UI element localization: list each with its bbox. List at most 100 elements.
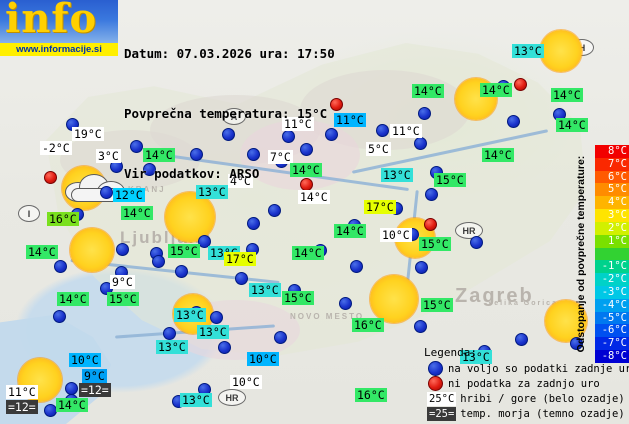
station-temperature-label: 14°C bbox=[551, 88, 583, 102]
scale-cell: -2°C bbox=[595, 273, 629, 286]
station-dot-no-data[interactable] bbox=[424, 218, 437, 231]
station-temperature-label: 15°C bbox=[282, 291, 314, 305]
station-temperature-label: 5°C bbox=[366, 142, 391, 156]
logo-url: www.informacije.si bbox=[0, 43, 118, 56]
station-temperature-label: 13°C bbox=[381, 168, 413, 182]
station-temperature-label: 9°C bbox=[82, 369, 107, 383]
station-temperature-label: 14°C bbox=[290, 163, 322, 177]
legend-row-text: ni podatka za zadnjo uro bbox=[448, 377, 600, 390]
station-dot-no-data[interactable] bbox=[514, 78, 527, 91]
station-dot-available[interactable] bbox=[300, 143, 313, 156]
station-dot-available[interactable] bbox=[247, 217, 260, 230]
legend-row: na voljo so podatki zadnje ure bbox=[424, 361, 629, 376]
scale-cell: 6°C bbox=[595, 170, 629, 184]
station-dot-available[interactable] bbox=[190, 148, 203, 161]
station-temperature-label: 14°C bbox=[56, 398, 88, 412]
station-dot-available[interactable] bbox=[218, 341, 231, 354]
scale-bar: 8°C 7°C 6°C 5°C 4°C 3°C 2°C 1°C -1°C -2°C -3°C -4°C… bbox=[595, 145, 629, 363]
station-temperature-label: 14°C bbox=[482, 148, 514, 162]
legend-row-text: temp. morja (temno ozadje) bbox=[460, 407, 625, 420]
station-temperature-label: 10°C bbox=[380, 228, 412, 242]
station-dot-available[interactable] bbox=[268, 204, 281, 217]
station-dot-available[interactable] bbox=[325, 128, 338, 141]
station-dot-available[interactable] bbox=[350, 260, 363, 273]
station-dot-available[interactable] bbox=[116, 243, 129, 256]
sun-icon bbox=[370, 275, 418, 323]
station-dot-available[interactable] bbox=[235, 272, 248, 285]
legend: Legenda: na voljo so podatki zadnje ure n… bbox=[424, 346, 629, 421]
station-dot-available[interactable] bbox=[54, 260, 67, 273]
station-dot-available[interactable] bbox=[152, 255, 165, 268]
station-dot-available[interactable] bbox=[274, 331, 287, 344]
station-dot-available[interactable] bbox=[53, 310, 66, 323]
station-dot-available[interactable] bbox=[470, 236, 483, 249]
station-temperature-label: 13°C bbox=[249, 283, 281, 297]
station-dot-available[interactable] bbox=[100, 186, 113, 199]
station-dot-available[interactable] bbox=[143, 163, 156, 176]
scale-cell: -6°C bbox=[595, 324, 629, 338]
station-dot-available[interactable] bbox=[198, 235, 211, 248]
station-temperature-label: 16°C bbox=[352, 318, 384, 332]
temperature-deviation-scale: Odstopanje od povprečne temperature: 8°C… bbox=[575, 145, 629, 363]
station-temperature-label: 14°C bbox=[480, 83, 512, 97]
header-data-source: Vir podatkov: ARSO bbox=[124, 166, 260, 181]
station-dot-available[interactable] bbox=[222, 128, 235, 141]
station-temperature-label: 13°C bbox=[180, 393, 212, 407]
scale-title: Odstopanje od povprečne temperature: bbox=[575, 155, 587, 353]
scale-cell: 7°C bbox=[595, 157, 629, 171]
site-logo[interactable]: info www.informacije.si bbox=[0, 0, 118, 56]
station-dot-available[interactable] bbox=[247, 148, 260, 161]
sun-icon bbox=[540, 30, 582, 72]
station-temperature-label: 15°C bbox=[419, 237, 451, 251]
station-dot-available[interactable] bbox=[339, 297, 352, 310]
station-dot-available[interactable] bbox=[415, 261, 428, 274]
station-dot-available[interactable] bbox=[425, 188, 438, 201]
station-dot-no-data[interactable] bbox=[330, 98, 343, 111]
scale-cell: 3°C bbox=[595, 209, 629, 222]
legend-row: ni podatka za zadnjo uro bbox=[424, 376, 620, 391]
legend-row: 25°C hribi / gore (belo ozadje) bbox=[424, 391, 625, 406]
station-dot-available[interactable] bbox=[418, 107, 431, 120]
station-temperature-label: 3°C bbox=[96, 149, 121, 163]
station-temperature-label: 13°C bbox=[156, 340, 188, 354]
station-dot-available[interactable] bbox=[210, 311, 223, 324]
station-temperature-label: 14°C bbox=[143, 148, 175, 162]
station-temperature-label: 10°C bbox=[230, 375, 262, 389]
station-temperature-label: 16°C bbox=[47, 212, 79, 226]
station-temperature-label: 13°C bbox=[174, 308, 206, 322]
scale-cell: -4°C bbox=[595, 298, 629, 312]
station-dot-available[interactable] bbox=[163, 327, 176, 340]
header-datetime: Datum: 07.03.2026 ura: 17:50 bbox=[124, 46, 335, 61]
station-temperature-label: 10°C bbox=[247, 352, 279, 366]
station-dot-available[interactable] bbox=[414, 320, 427, 333]
country-code-tag: I bbox=[18, 205, 40, 222]
scale-cell: 8°C bbox=[595, 145, 629, 158]
legend-row: =25= temp. morja (temno ozadje) bbox=[424, 406, 625, 421]
station-temperature-label: 15°C bbox=[421, 298, 453, 312]
station-dot-available[interactable] bbox=[570, 337, 583, 350]
station-dot-available[interactable] bbox=[515, 333, 528, 346]
station-temperature-label: 14°C bbox=[556, 118, 588, 132]
station-temperature-label: 14°C bbox=[298, 190, 330, 204]
station-temperature-label: 19°C bbox=[72, 127, 104, 141]
station-temperature-label: 12°C bbox=[113, 188, 145, 202]
header-avg-temp: Povprečna temperatura: 15°C bbox=[124, 106, 328, 121]
station-dot-available[interactable] bbox=[130, 140, 143, 153]
scale-cell: -3°C bbox=[595, 285, 629, 299]
station-temperature-label: 14°C bbox=[412, 84, 444, 98]
legend-rows: na voljo so podatki zadnje ure ni podatka… bbox=[424, 361, 629, 421]
sun-icon bbox=[70, 228, 114, 272]
station-temperature-label: 14°C bbox=[334, 224, 366, 238]
station-temperature-label: 15°C bbox=[434, 173, 466, 187]
station-temperature-label: 13°C bbox=[197, 325, 229, 339]
station-dot-no-data[interactable] bbox=[44, 171, 57, 184]
station-dot-available[interactable] bbox=[376, 124, 389, 137]
station-dot-available[interactable] bbox=[507, 115, 520, 128]
station-temperature-label: 9°C bbox=[110, 275, 135, 289]
station-temperature-label: -2°C bbox=[40, 141, 72, 155]
sea-temperature-label: =12= bbox=[6, 400, 38, 414]
sun-icon bbox=[165, 192, 215, 242]
legend-title: Legenda: bbox=[424, 346, 477, 359]
station-dot-available[interactable] bbox=[175, 265, 188, 278]
